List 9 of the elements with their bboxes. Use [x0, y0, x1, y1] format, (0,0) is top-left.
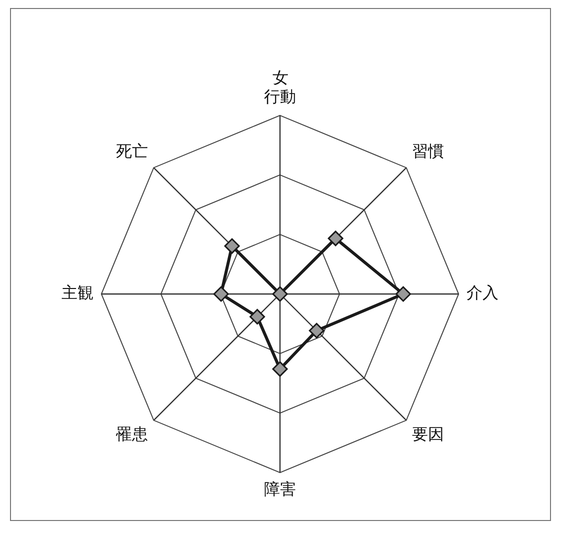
spoke-label: 行動 [264, 86, 296, 106]
chart-title: 女 [272, 68, 288, 87]
spoke-label: 介入 [466, 283, 499, 302]
spoke-label: 死亡 [116, 142, 148, 161]
spoke-label: 罹患 [115, 424, 148, 444]
spoke-label: 要因 [412, 424, 444, 444]
spoke-label: 習慣 [412, 142, 444, 161]
spoke-label: 主観 [61, 283, 94, 302]
spoke-label: 障害 [264, 479, 296, 498]
